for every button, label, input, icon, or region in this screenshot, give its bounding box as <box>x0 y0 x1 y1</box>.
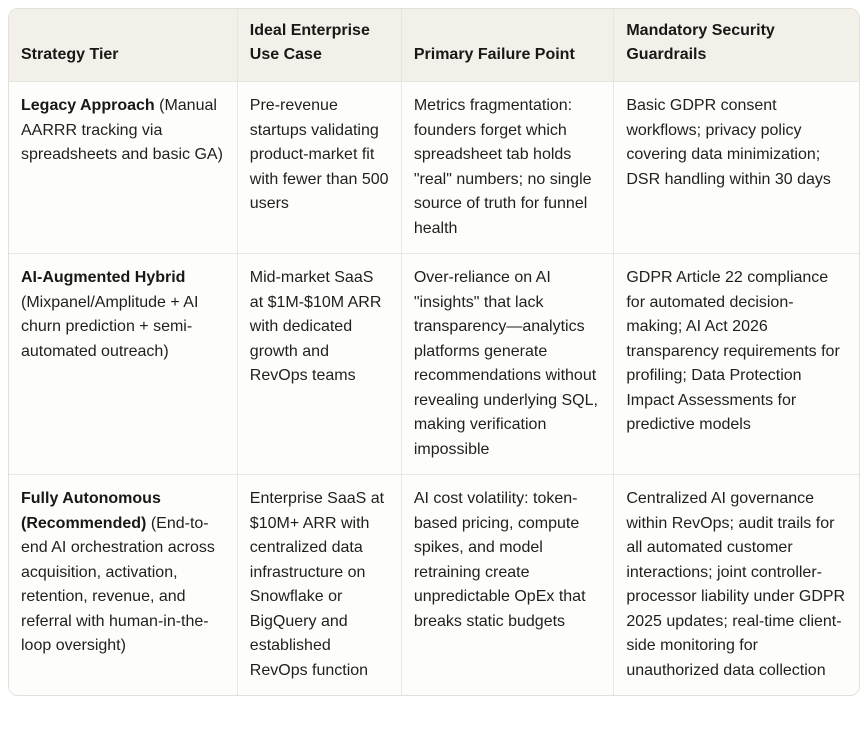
failure-point-cell: AI cost volatility: token-based pricing,… <box>400 474 614 695</box>
guardrails-cell: Basic GDPR consent workflows; privacy po… <box>613 82 859 253</box>
use-case-cell: Pre-revenue startups validating product-… <box>236 82 401 253</box>
column-header-use-case: Ideal Enterprise Use Case <box>236 9 401 82</box>
guardrails-cell: Centralized AI governance within RevOps;… <box>613 474 859 695</box>
guardrails-cell: GDPR Article 22 compliance for automated… <box>613 253 859 474</box>
tier-cell: Fully Autonomous (Recommended) (End-to-e… <box>9 474 237 695</box>
tier-cell: AI-Augmented Hybrid (Mixpanel/Amplitude … <box>9 253 237 474</box>
table-header: Strategy Tier Ideal Enterprise Use Case … <box>9 9 859 82</box>
column-header-strategy-tier: Strategy Tier <box>9 9 237 82</box>
table-body: Legacy Approach (Manual AARRR tracking v… <box>9 82 859 695</box>
table-row: Fully Autonomous (Recommended) (End-to-e… <box>9 474 859 695</box>
failure-point-cell: Metrics fragmentation: founders forget w… <box>400 82 614 253</box>
tier-title: Fully Autonomous (Recommended) <box>21 490 161 532</box>
use-case-cell: Mid-market SaaS at $1M-$10M ARR with ded… <box>236 253 401 474</box>
tier-detail: (End-to-end AI orchestration across acqu… <box>21 514 215 655</box>
tier-title: AI-Augmented Hybrid <box>21 269 186 286</box>
tier-title: Legacy Approach <box>21 97 155 114</box>
failure-point-cell: Over-reliance on AI "insights" that lack… <box>400 253 614 474</box>
tier-cell: Legacy Approach (Manual AARRR tracking v… <box>9 82 237 253</box>
table-row: Legacy Approach (Manual AARRR tracking v… <box>9 82 859 253</box>
tier-detail: (Mixpanel/Amplitude + AI churn predictio… <box>21 293 199 360</box>
column-header-failure-point: Primary Failure Point <box>400 9 614 82</box>
tier-detail: (Manual AARRR tracking via spreadsheets … <box>21 97 223 163</box>
column-header-guardrails: Mandatory Security Guardrails <box>613 9 859 82</box>
table-row: AI-Augmented Hybrid (Mixpanel/Amplitude … <box>9 253 859 474</box>
use-case-cell: Enterprise SaaS at $10M+ ARR with centra… <box>236 474 401 695</box>
strategy-comparison-table-card: Strategy Tier Ideal Enterprise Use Case … <box>8 8 860 696</box>
header-row: Strategy Tier Ideal Enterprise Use Case … <box>9 9 859 82</box>
strategy-comparison-table: Strategy Tier Ideal Enterprise Use Case … <box>9 9 859 695</box>
